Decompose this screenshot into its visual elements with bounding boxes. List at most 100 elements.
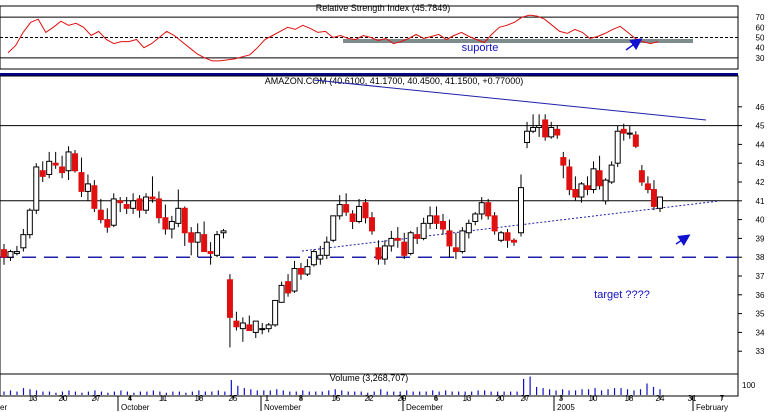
candle (459, 230, 466, 253)
candle (59, 166, 66, 174)
candle (414, 234, 421, 239)
candle (452, 247, 459, 253)
x-tick-label: 8 (299, 394, 304, 403)
candle (130, 200, 137, 209)
x-tick-label: 15 (332, 394, 341, 403)
candle (226, 279, 233, 318)
candle (381, 245, 388, 260)
price-tick-label: 43 (756, 159, 765, 168)
candle (427, 215, 434, 224)
candle (78, 172, 85, 192)
candle (472, 213, 479, 222)
rsi-arrow (625, 38, 643, 51)
x-tick-label: 7 (720, 394, 725, 403)
candle (123, 204, 130, 209)
x-tick-label: 13 (463, 394, 472, 403)
candle (278, 284, 285, 303)
candle (155, 198, 162, 219)
candle (394, 237, 401, 241)
x-tick-label: 27 (92, 394, 101, 403)
x-tick-label: 24 (656, 394, 665, 403)
x-month-label: December (406, 403, 443, 412)
candle (259, 328, 266, 331)
candle (536, 125, 543, 128)
candle (310, 251, 317, 266)
candle (375, 247, 382, 260)
x-tick-label: 1 (265, 394, 270, 403)
candle (181, 207, 188, 234)
volume-title: Volume (3,268,707) (330, 373, 409, 383)
price-tick-label: 35 (756, 310, 765, 319)
x-tick-label: 25 (229, 394, 238, 403)
candle (1, 249, 7, 258)
target-label: target ???? (594, 289, 650, 301)
candle (188, 232, 195, 243)
candle (39, 170, 46, 177)
price-tick-label: 39 (756, 234, 765, 243)
price-panel: 33 34 35 36 37 38 39 40 41 42 43 44 45 46 AMAZON.COM … (0, 75, 765, 375)
candle (117, 200, 124, 204)
candle (650, 189, 657, 207)
candle (407, 232, 414, 254)
x-month-label: er (0, 403, 7, 412)
candle (52, 162, 59, 166)
candle (420, 222, 427, 239)
candle (7, 251, 14, 258)
candle (644, 183, 651, 191)
candle (13, 251, 20, 254)
candle (446, 230, 453, 247)
candle (149, 196, 156, 200)
x-tick-label: 18 (625, 394, 634, 403)
support-bar (343, 39, 693, 43)
x-tick-label: 4 (128, 394, 133, 403)
candle (584, 185, 591, 191)
candle (214, 234, 221, 256)
x-tick-label: 27 (521, 394, 530, 403)
x-tick-label: 31 (688, 394, 697, 403)
candle (590, 168, 597, 191)
rsi-line (7, 14, 659, 62)
volume-panel: Volume (3,268,707) 100 (0, 373, 756, 397)
candle (542, 119, 549, 138)
x-month-label: 2005 (557, 403, 575, 412)
candle (572, 189, 579, 198)
candle (560, 157, 567, 166)
candle (401, 241, 408, 256)
x-tick-label: 20 (59, 394, 68, 403)
price-tick-label: 41 (756, 197, 765, 206)
candle (97, 209, 104, 221)
price-tick-label: 42 (756, 178, 765, 187)
candle (317, 254, 324, 260)
candle (657, 196, 663, 209)
candle (72, 153, 79, 172)
candle (265, 324, 272, 330)
candle (356, 205, 363, 222)
candle (323, 241, 330, 256)
candle (485, 202, 492, 217)
candle (110, 198, 117, 226)
x-tick-label: 20 (496, 394, 505, 403)
candle (478, 202, 485, 215)
x-tick-label: 18 (195, 394, 204, 403)
candle (626, 132, 633, 135)
rsi-tick-label: 30 (756, 54, 765, 63)
candle (620, 128, 627, 134)
candle (518, 187, 524, 234)
candle (578, 183, 585, 198)
candle (26, 209, 33, 236)
candle (252, 320, 259, 333)
candle (511, 239, 517, 243)
candle (524, 130, 531, 144)
rsi-tick-label: 60 (756, 23, 765, 32)
candle (291, 267, 298, 292)
candle (285, 281, 292, 294)
x-axis: 13 20 27 4 11 18 25 1 8 15 22 29 6 13 20 27 3 10 18 24 31 7er… (0, 394, 738, 412)
candle (336, 204, 343, 217)
candle (143, 196, 150, 211)
candle (233, 320, 240, 328)
x-tick-label: 3 (559, 394, 564, 403)
candle (465, 222, 472, 234)
volume-axis-label: 100 (742, 381, 756, 390)
